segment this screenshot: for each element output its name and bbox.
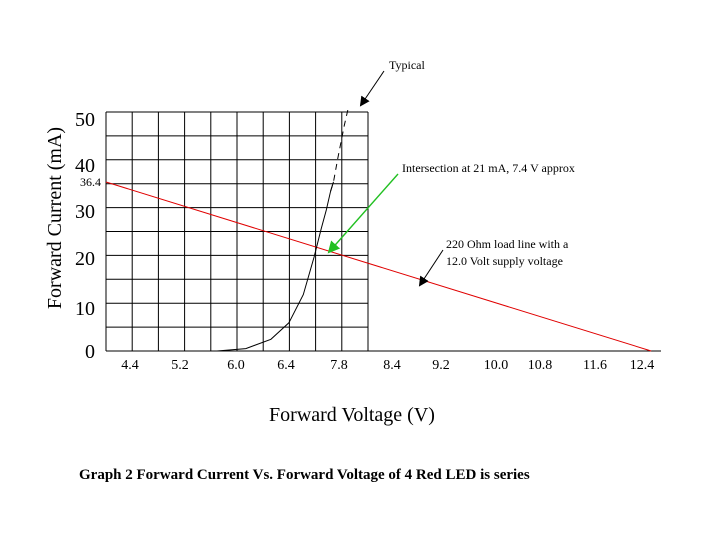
y-tick-label: 50 [75, 109, 95, 131]
load-line-label-line1: 220 Ohm load line with a [446, 237, 569, 251]
load-line-arrow [418, 249, 444, 287]
y-tick-label: 10 [75, 298, 95, 320]
x-tick-label: 5.2 [171, 358, 189, 373]
load-line-series [105, 181, 652, 352]
x-tick-label: 7.8 [330, 358, 348, 373]
x-tick-label: 12.4 [630, 358, 655, 373]
y-intercept-label: 36.4 [80, 175, 101, 189]
y-tick-label: 30 [75, 201, 95, 223]
x-tick-labels: 4.4 5.2 6.0 6.4 7.8 8.4 9.2 10.0 10.8 11.6 12.4 [121, 358, 654, 373]
y-tick-labels: 0 10 20 30 40 50 [75, 109, 95, 363]
typical-arrow [359, 70, 385, 107]
load-line-label-line2: 12.0 Volt supply voltage [446, 254, 563, 268]
x-tick-label: 4.4 [121, 358, 139, 373]
x-tick-label: 11.6 [583, 358, 607, 373]
y-tick-label: 20 [75, 248, 95, 270]
x-tick-label: 6.0 [227, 358, 245, 373]
x-tick-label: 10.0 [484, 358, 509, 373]
chart-grid [105, 111, 369, 352]
x-tick-label: 10.8 [528, 358, 553, 373]
typical-label: Typical [389, 58, 425, 72]
x-axis-title: Forward Voltage (V) [269, 404, 435, 426]
typical-curve-dashed-segment [330, 106, 350, 192]
y-tick-label: 0 [85, 341, 95, 363]
typical-curve-series [216, 181, 334, 352]
y-tick-label: 40 [75, 155, 95, 177]
chart-title: Graph 2 Forward Current Vs. Forward Volt… [79, 467, 530, 483]
intersection-arrow [327, 173, 399, 254]
x-tick-label: 8.4 [383, 358, 401, 373]
intersection-label: Intersection at 21 mA, 7.4 V approx [402, 161, 575, 175]
x-tick-label: 9.2 [432, 358, 450, 373]
x-tick-label: 6.4 [277, 358, 295, 373]
y-axis-title: Forward Current (mA) [44, 127, 66, 309]
